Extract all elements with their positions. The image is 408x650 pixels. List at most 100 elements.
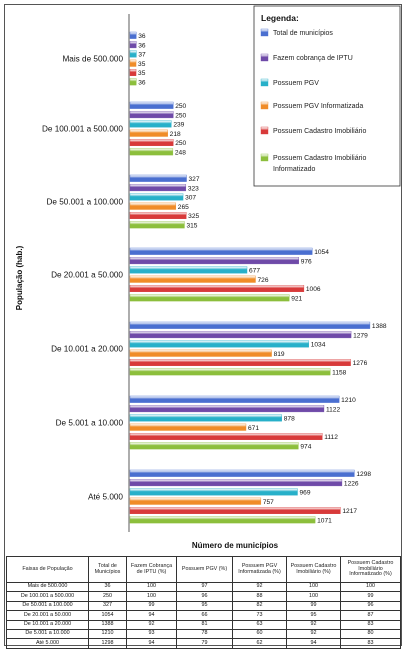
bar-value-label: 974	[300, 444, 311, 451]
table-row: Até 5.000 1298 94 79 62 94 83	[6, 638, 401, 649]
category-label: De 100.001 a 500.000	[42, 125, 123, 134]
table-cell: 250	[88, 591, 127, 602]
bar	[129, 193, 184, 201]
table-cell: 79	[176, 638, 233, 649]
bar	[129, 423, 247, 431]
table-header-cell: Faixas de População	[6, 556, 89, 583]
bar-value-label: 239	[173, 122, 184, 129]
bar-value-label: 757	[263, 499, 274, 506]
legend-label: Fazem cobrança de IPTU	[273, 55, 353, 62]
table-cell: 95	[286, 610, 341, 621]
category-labels: Mais de 500.000 De 100.001 a 500.000 De 50…	[42, 55, 123, 502]
bar	[129, 321, 371, 329]
bar	[129, 111, 174, 119]
legend-swatch	[260, 53, 269, 62]
bar	[129, 41, 137, 49]
table-cell: 99	[340, 591, 401, 602]
bar	[129, 507, 341, 515]
bar-value-label: 36	[138, 42, 146, 49]
category-label: De 20.001 a 50.000	[51, 271, 123, 280]
bar	[129, 129, 168, 137]
bar	[129, 275, 256, 283]
legend-swatch	[260, 126, 269, 135]
table-cell: 82	[232, 600, 287, 612]
table-cell: 36	[88, 581, 127, 593]
legend-title: Legenda:	[261, 13, 299, 23]
bar-value-label: 1279	[353, 332, 368, 339]
bar	[129, 148, 174, 156]
table-row: De 5.001 a 10.000 1210 93 78 60 92 80	[6, 628, 401, 640]
table-cell: 83	[340, 638, 401, 649]
category-label: De 5.001 a 10.000	[56, 419, 124, 428]
table-cell: 92	[286, 619, 341, 630]
bars-group: 36 36 37 35 35 36 250 250 239 218 250 248 327 323 307 2…	[129, 31, 387, 525]
table-cell: 66	[176, 610, 233, 621]
table-cell: 99	[286, 600, 341, 612]
bar	[129, 340, 309, 348]
table-cell: 81	[176, 619, 233, 630]
bar-value-label: 671	[248, 425, 259, 432]
table-cell: 83	[340, 619, 401, 630]
table-cell: 94	[286, 638, 341, 649]
bar	[129, 516, 316, 524]
table-cell: 80	[340, 628, 401, 640]
bar-value-label: 1298	[356, 471, 371, 478]
bar	[129, 50, 137, 58]
bar-value-label: 250	[175, 140, 186, 147]
table-cell: 92	[286, 628, 341, 640]
bar-value-label: 976	[301, 258, 312, 265]
table-cell: 1054	[88, 610, 127, 621]
table-cell: 327	[88, 600, 127, 612]
bar-value-label: 325	[188, 213, 199, 220]
table-cell: 100	[340, 581, 401, 593]
bar-value-label: 1071	[317, 518, 332, 525]
table-header-cell: Total de Municípios	[88, 556, 127, 583]
legend-label: Total de municípios	[273, 30, 333, 37]
bar	[129, 442, 299, 450]
category-label: De 50.001 a 100.000	[47, 198, 124, 207]
bar	[129, 78, 137, 86]
bar	[129, 221, 185, 229]
table-cell: 87	[340, 610, 401, 621]
category-label: De 10.001 a 20.000	[51, 345, 123, 354]
table-cell: De 50.001 a 100.000	[6, 600, 89, 612]
bar	[129, 68, 137, 76]
bar	[129, 469, 355, 477]
table-cell: 88	[232, 591, 287, 602]
bar	[129, 349, 272, 357]
bar	[129, 174, 187, 182]
bar	[129, 433, 323, 441]
bar-value-label: 1122	[326, 406, 341, 413]
bar	[129, 31, 137, 39]
bar-value-label: 307	[185, 195, 196, 202]
bar-value-label: 1276	[353, 360, 368, 367]
table-row: Mais de 500.000 36 100 97 92 100 100	[6, 581, 401, 593]
bar	[129, 257, 299, 265]
bar-value-label: 1054	[314, 249, 329, 256]
bar-value-label: 323	[188, 185, 199, 192]
legend-box	[253, 5, 401, 187]
table-cell: 96	[176, 591, 233, 602]
bar	[129, 359, 351, 367]
bar-value-label: 1006	[306, 286, 321, 293]
bar-value-label: 315	[186, 223, 197, 230]
bar	[129, 395, 340, 403]
table-header-cell: Possuem PGV (%)	[176, 556, 233, 583]
bar-value-label: 36	[138, 33, 146, 40]
table-header-row: Faixas de População Total de Municípios …	[6, 556, 401, 583]
bar-value-label: 726	[257, 277, 268, 284]
table-row: De 100.001 a 500.000 250 100 96 88 100 99	[6, 591, 401, 602]
table-cell: 100	[126, 591, 177, 602]
bar	[129, 59, 137, 67]
table-cell: 97	[176, 581, 233, 593]
table-cell: 60	[232, 628, 287, 640]
bar-chart: População (hab.) Número de municípios 36…	[15, 5, 401, 550]
category-label: Mais de 500.000	[62, 55, 123, 64]
table-cell: De 20.001 a 50.000	[6, 610, 89, 621]
legend-items: Total de municípios Fazem cobrança de IPT…	[260, 28, 366, 173]
legend-label: Possuem Cadastro Imobiliário	[273, 128, 366, 135]
table-cell: 100	[126, 581, 177, 593]
bar-value-label: 250	[175, 112, 186, 119]
bar	[129, 488, 298, 496]
legend-swatch	[260, 78, 269, 87]
